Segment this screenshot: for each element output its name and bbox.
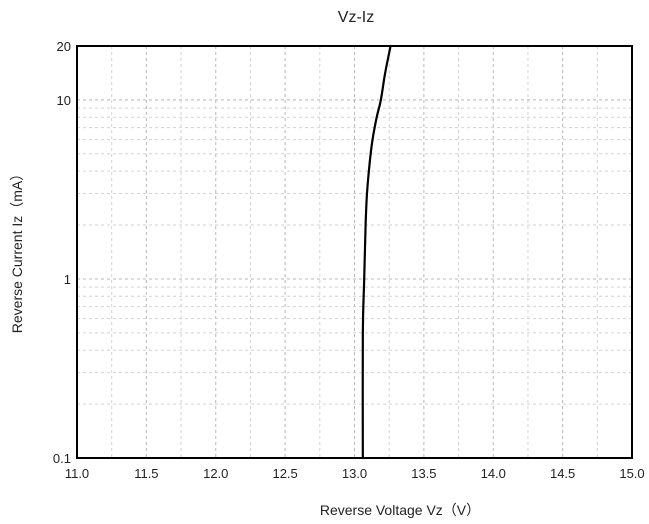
y-axis-ticks: 0.1 1 10 20 — [53, 39, 71, 466]
y-tick-label: 1 — [64, 272, 71, 287]
x-tick-label: 11.5 — [134, 466, 158, 481]
series-layer — [361, 44, 392, 460]
y-tick-label: 0.1 — [53, 451, 71, 466]
y-tick-label: 10 — [57, 93, 71, 108]
y-tick-label: 20 — [57, 39, 71, 54]
series-line — [361, 44, 392, 460]
x-tick-label: 15.0 — [619, 466, 644, 481]
x-tick-label: 11.0 — [65, 466, 89, 481]
grid — [77, 46, 632, 458]
x-tick-label: 13.0 — [342, 466, 367, 481]
x-tick-label: 12.5 — [272, 466, 297, 481]
x-axis-label: Reverse Voltage Vz（V） — [320, 502, 480, 518]
x-tick-label: 12.0 — [203, 466, 228, 481]
x-axis-ticks: 11.0 11.5 12.0 12.5 13.0 13.5 14.0 14.5 15.0 — [65, 466, 645, 481]
x-tick-label: 14.0 — [481, 466, 506, 481]
chart-title: Vz-Iz — [338, 9, 374, 26]
y-axis-label: Reverse Current Iz（mA） — [9, 167, 25, 333]
x-tick-label: 13.5 — [411, 466, 436, 481]
plot-frame — [76, 45, 633, 459]
x-tick-label: 14.5 — [550, 466, 575, 481]
